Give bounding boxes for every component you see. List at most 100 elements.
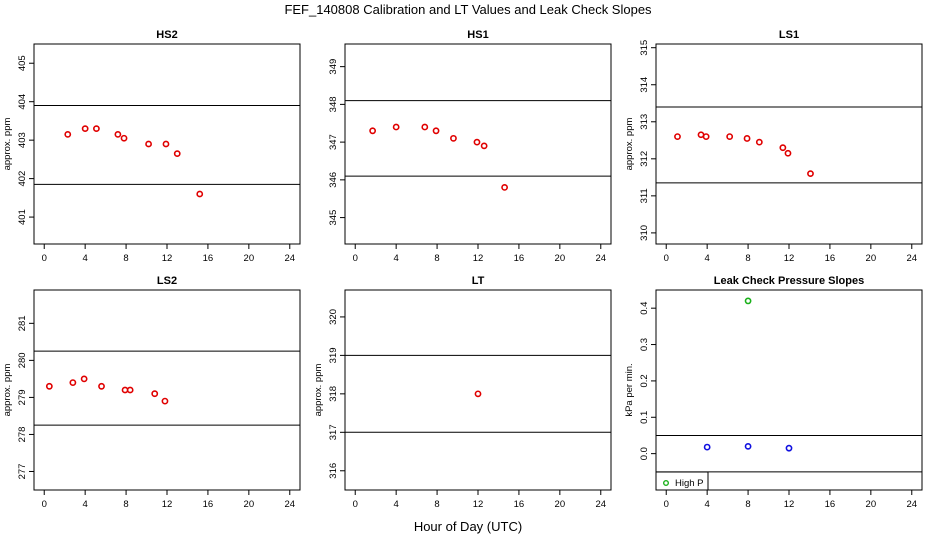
data-point [473,138,481,146]
data-point [98,382,105,390]
y-axis-label: approx. ppm [624,118,635,171]
y-tick-label: 280 [17,352,28,368]
y-tick-label: 314 [639,77,650,93]
y-tick-label: 349 [328,59,339,75]
y-tick-label: 317 [328,424,339,440]
y-tick-label: 318 [328,386,339,402]
data-point [450,134,457,142]
data-point [501,183,508,191]
plot-frame [33,43,301,245]
data-point [779,144,787,152]
data-point [807,170,814,178]
data-point [80,375,88,383]
y-tick-label: 312 [639,151,650,167]
y-tick-label: 403 [17,132,28,148]
x-tick-label: 4 [705,253,710,264]
x-tick-label: 24 [595,499,606,510]
x-tick-label: 20 [555,499,566,510]
x-tick-label: 16 [825,499,836,510]
data-point [161,397,169,405]
data-point [744,297,752,305]
plot-frame [344,289,612,491]
data-point [93,125,100,133]
data-point [674,133,681,140]
panel-title: LS1 [779,29,799,41]
data-point [151,390,159,398]
plot-frame [33,289,301,491]
data-point [173,150,181,158]
x-tick-label: 4 [394,499,399,510]
x-tick-label: 20 [555,253,566,264]
x-tick-label: 8 [745,499,750,510]
y-tick-label: 310 [639,225,650,241]
y-tick-label: 0.3 [639,338,650,351]
x-tick-label: 16 [514,253,525,264]
y-tick-label: 345 [328,210,339,226]
y-tick-label: 346 [328,172,339,188]
x-tick-label: 20 [244,499,255,510]
y-tick-label: 402 [17,171,28,187]
y-tick-label: 347 [328,134,339,150]
data-point [421,123,429,131]
y-tick-label: 319 [328,347,339,363]
data-point [162,140,170,148]
y-axis-label: approx. ppm [2,364,13,417]
x-tick-label: 12 [473,253,484,264]
y-tick-label: 320 [328,309,339,325]
y-axis-label: kPa per min. [624,363,635,416]
x-tick-label: 4 [83,253,88,264]
panel-title: LS2 [157,275,177,287]
data-point [120,134,128,142]
x-tick-label: 24 [906,253,917,264]
x-tick-label: 12 [784,253,795,264]
y-tick-label: 311 [639,188,650,203]
data-point [726,133,734,140]
y-tick-label: 405 [17,55,28,71]
x-tick-label: 16 [203,253,214,264]
x-tick-label: 20 [866,499,877,510]
panel-hs2: HS2 0 4 8 12 16 20 24 401 402 403 404 405 approx. ppm [2,29,301,264]
plot-frame [655,43,923,245]
y-tick-label: 0.1 [639,411,650,424]
x-tick-label: 0 [42,499,47,510]
data-point [744,442,752,450]
y-tick-label: 315 [639,40,650,56]
x-tick-label: 8 [123,253,128,264]
x-tick-label: 0 [664,499,669,510]
y-tick-label: 313 [639,114,650,130]
x-tick-label: 4 [394,253,399,264]
x-tick-label: 12 [162,253,173,264]
panel-title: HS1 [467,29,488,41]
figure-title: FEF_140808 Calibration and LT Values and… [284,2,652,17]
data-point [703,443,711,451]
x-tick-label: 8 [434,499,439,510]
y-tick-label: 316 [328,463,339,479]
y-tick-label: 279 [17,389,28,405]
panel-ls2: LS2 0 4 8 12 16 20 24 277 278 279 280 281 approx. ppm [2,275,301,510]
panel-title: HS2 [156,29,177,41]
x-tick-label: 8 [434,253,439,264]
data-point [702,133,710,140]
x-tick-label: 16 [203,499,214,510]
legend-box [655,471,709,491]
x-tick-label: 16 [514,499,525,510]
x-tick-label: 0 [353,499,358,510]
x-tick-label: 8 [123,499,128,510]
x-tick-label: 4 [83,499,88,510]
data-point [126,386,134,394]
x-tick-label: 24 [595,253,606,264]
data-point [64,130,72,138]
plot-frame [655,289,923,491]
data-point [369,127,377,135]
panel-leak-check-pressure-slopes: Leak Check Pressure Slopes 0 4 8 12 16 20 24 0.0… [624,275,923,510]
y-tick-label: 0.4 [639,302,650,315]
x-tick-label: 12 [162,499,173,510]
x-tick-label: 24 [906,499,917,510]
x-tick-label: 24 [284,253,295,264]
y-tick-label: 281 [17,315,28,331]
x-tick-label: 16 [825,253,836,264]
x-tick-label: 24 [284,499,295,510]
x-axis-label: Hour of Day (UTC) [414,519,522,534]
data-point [474,390,482,398]
